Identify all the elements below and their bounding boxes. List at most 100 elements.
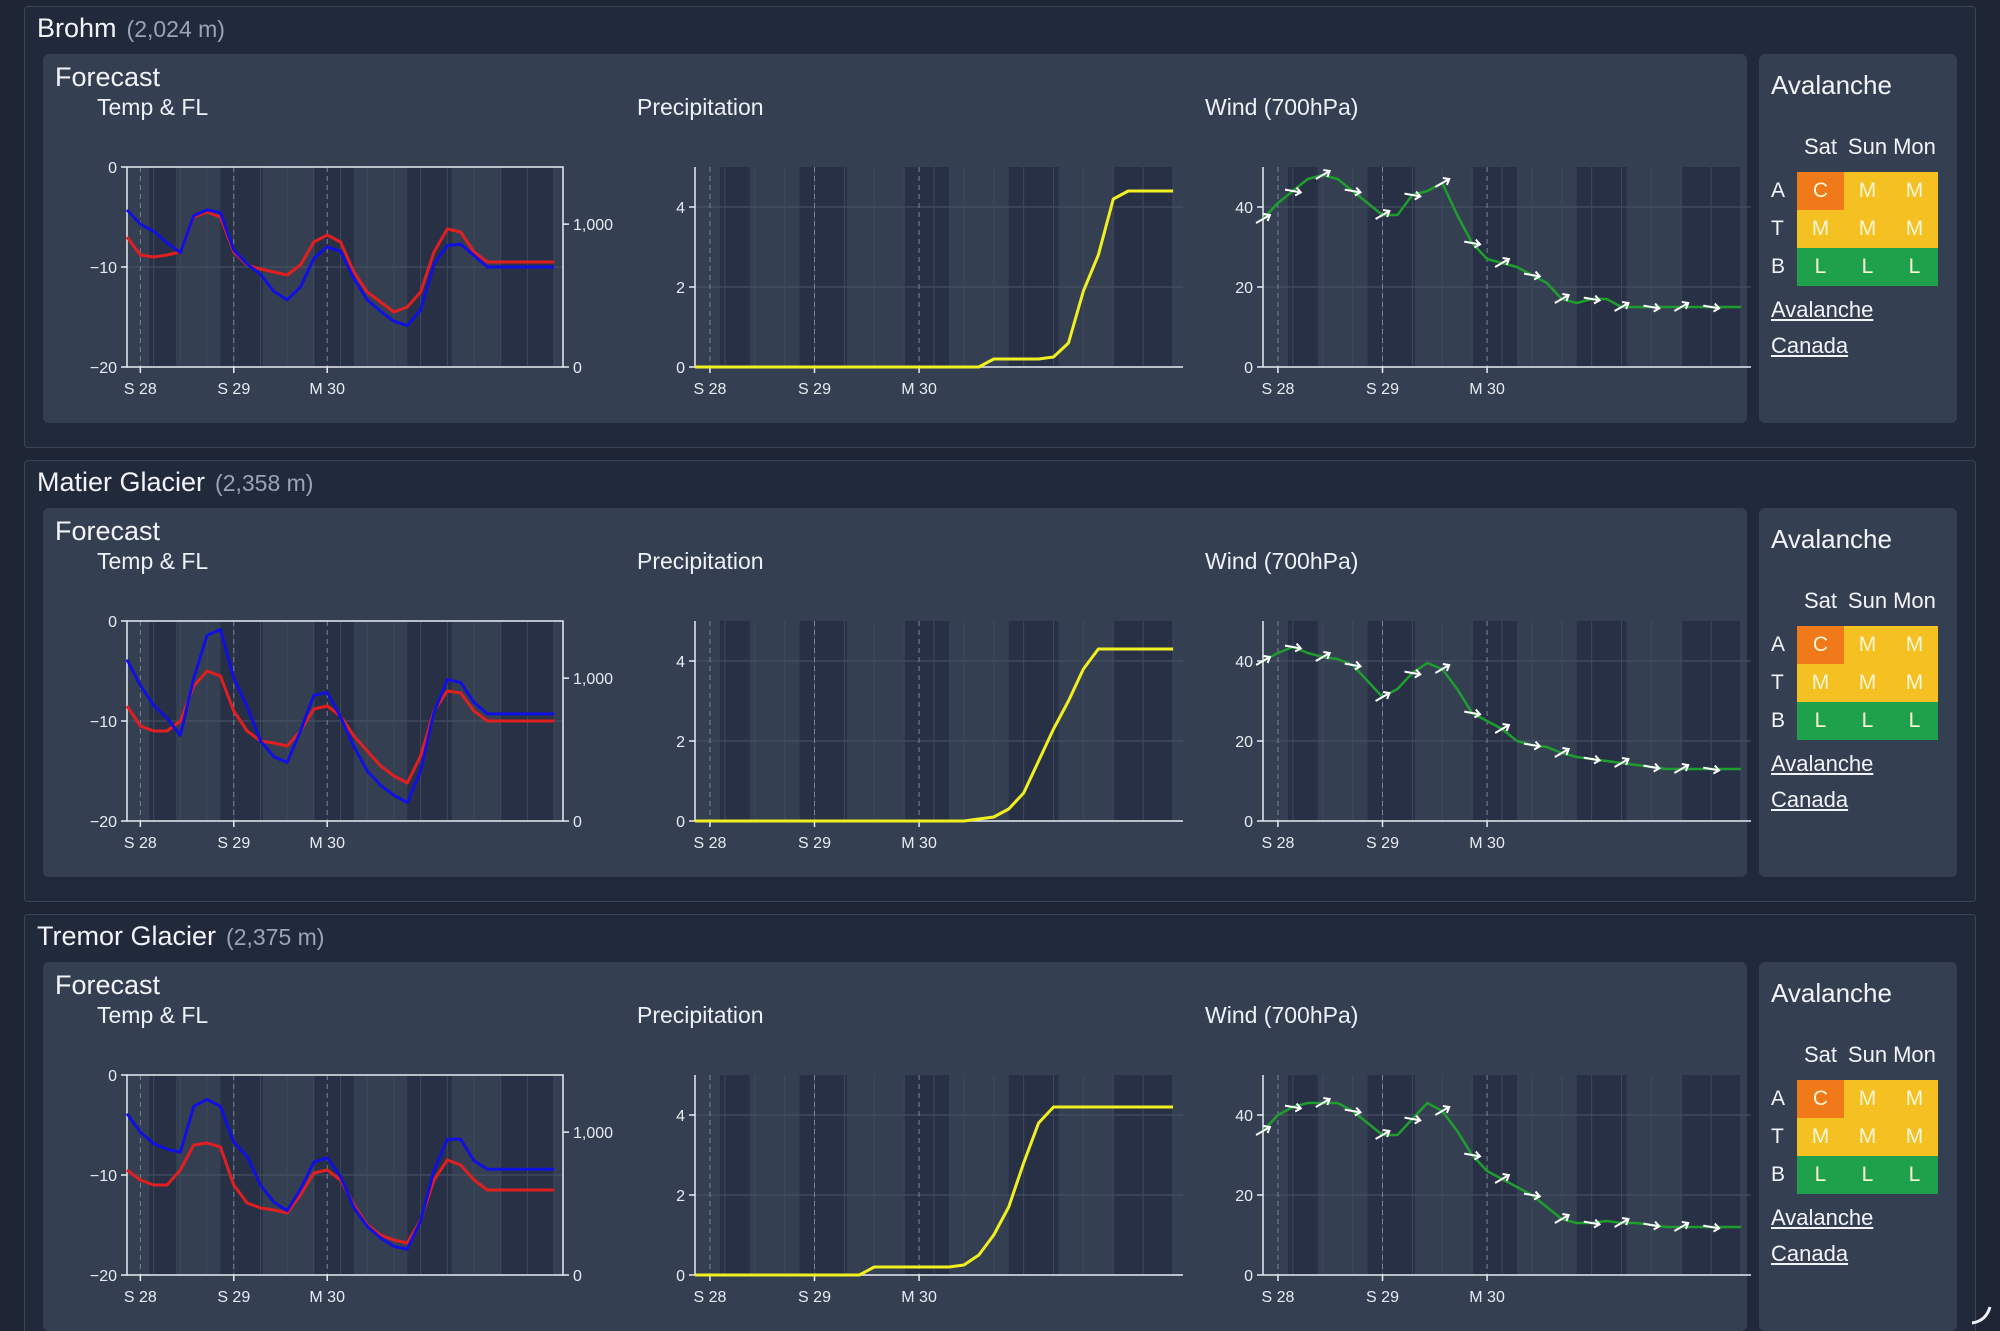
avalanche-row-label: B: [1771, 1163, 1786, 1186]
avalanche-canada-link[interactable]: Avalanche Canada: [1771, 1205, 1874, 1266]
night-band: [1472, 167, 1517, 367]
location-header: Matier Glacier (2,358 m): [37, 467, 313, 498]
night-band: [1576, 1075, 1627, 1275]
y2-tick-label: 0: [573, 814, 582, 831]
avalanche-rating-cell: C: [1797, 172, 1844, 210]
wind-arrow-icon: [1464, 1150, 1482, 1161]
y-tick-label: 0: [1244, 360, 1253, 377]
y-tick-label: −20: [90, 814, 117, 831]
wind-arrow-icon: [1315, 651, 1332, 662]
x-tick-label: S 29: [1366, 835, 1399, 848]
x-tick-label: M 30: [1469, 835, 1505, 848]
avalanche-day-label: Mon: [1893, 134, 1936, 159]
wind-arrow-icon: [1523, 270, 1542, 281]
x-tick-label: S 28: [1261, 835, 1294, 848]
series-line-freezing_level: [125, 628, 555, 804]
avalanche-rating-cell: L: [1844, 702, 1891, 740]
x-tick-label: S 28: [124, 381, 157, 394]
avalanche-day-label: Sun: [1847, 1042, 1888, 1067]
chart-svg: 4 2 0 S 28 S 29 M 30: [676, 167, 1183, 394]
location-elevation: (2,024 m): [126, 16, 225, 42]
avalanche-rating-cell: L: [1891, 248, 1938, 286]
avalanche-rating-cell: L: [1797, 1156, 1844, 1194]
avalanche-day-label: Sun: [1847, 588, 1888, 613]
night-band: [799, 621, 847, 821]
y2-tick-label: 1,000: [573, 217, 613, 234]
wind-arrow-icon: [1375, 209, 1391, 220]
night-band: [1576, 167, 1627, 367]
y-tick-label: −10: [90, 1168, 117, 1185]
wind-arrow-icon: [1673, 1221, 1690, 1232]
avalanche-rating-cell: M: [1844, 626, 1891, 664]
y-tick-label: 20: [1235, 734, 1253, 751]
wind-arrow-icon: [1464, 708, 1482, 719]
wind-arrow-icon: [1673, 763, 1690, 774]
chart-svg: 40 20 0 S 28 S 29 M 30: [1235, 167, 1751, 394]
avalanche-rating-cell: M: [1797, 1118, 1844, 1156]
avalanche-row-label: B: [1771, 709, 1786, 732]
y2-tick-label: 0: [573, 1268, 582, 1285]
wind-arrow-icon: [1404, 668, 1422, 679]
x-tick-label: S 29: [798, 381, 831, 394]
wind-arrow-icon: [1375, 691, 1391, 702]
avalanche-title: Avalanche: [1771, 70, 1892, 100]
avalanche-rating-cell: M: [1891, 626, 1938, 664]
x-tick-label: S 28: [693, 381, 726, 394]
chart-temp-fl: 0 −10 −20 1,000 0 S 28 S 29 M 30 Temp & FL: [61, 94, 621, 394]
forecast-panel: Forecast 0 −10 −20 1,000 0 S 28 S 29 M 30 Temp & …: [43, 962, 1751, 1331]
series-line-precip: [695, 1105, 1174, 1277]
chart-title: Precipitation: [637, 548, 764, 574]
avalanche-day-label: Sat: [1803, 588, 1838, 613]
wind-arrow-icon: [1703, 302, 1721, 313]
avalanche-day-label: Sun: [1847, 134, 1888, 159]
y-tick-label: 40: [1235, 200, 1253, 217]
wind-arrow-icon: [1404, 190, 1422, 201]
avalanche-row-label: A: [1771, 179, 1786, 202]
series-line-precip: [695, 647, 1174, 823]
y-tick-label: 0: [108, 1068, 117, 1085]
resize-handle-icon[interactable]: [1968, 1301, 1994, 1327]
y-tick-label: 0: [108, 614, 117, 631]
chart-precipitation: 4 2 0 S 28 S 29 M 30 Precipitation: [631, 548, 1191, 848]
avalanche-rating-cell: L: [1797, 702, 1844, 740]
chart-svg: 4 2 0 S 28 S 29 M 30: [676, 621, 1183, 848]
avalanche-canada-link[interactable]: Avalanche Canada: [1771, 297, 1874, 358]
night-band: [1008, 621, 1059, 821]
wind-arrow-icon: [1703, 764, 1721, 775]
x-tick-label: M 30: [901, 835, 937, 848]
x-tick-label: S 29: [217, 381, 250, 394]
avalanche-rating-cell: M: [1891, 172, 1938, 210]
location-elevation: (2,358 m): [215, 470, 314, 496]
wind-arrow-icon: [1434, 177, 1451, 188]
avalanche-canada-link[interactable]: Avalanche Canada: [1771, 751, 1874, 812]
avalanche-rating-cell: M: [1844, 172, 1891, 210]
y-tick-label: 40: [1235, 654, 1253, 671]
series-line-temp: [125, 210, 555, 314]
avalanche-title: Avalanche: [1771, 978, 1892, 1008]
wind-arrow-icon: [1434, 1105, 1451, 1116]
chart-svg: 0 −10 −20 1,000 0 S 28 S 29 M 30: [90, 614, 613, 848]
night-band: [904, 1075, 949, 1275]
x-tick-label: M 30: [1469, 1289, 1505, 1302]
y-tick-label: 20: [1235, 1188, 1253, 1205]
chart-title: Precipitation: [637, 1002, 764, 1028]
y-tick-label: −20: [90, 1268, 117, 1285]
y-tick-label: −10: [90, 714, 117, 731]
y-tick-label: 20: [1235, 280, 1253, 297]
night-band: [1576, 621, 1627, 821]
wind-arrow-icon: [1643, 302, 1661, 313]
chart-title: Wind (700hPa): [1205, 548, 1359, 574]
night-band: [1367, 167, 1415, 367]
wind-arrow-icon: [1344, 186, 1363, 197]
x-tick-label: S 29: [217, 1289, 250, 1302]
y-tick-label: −10: [90, 260, 117, 277]
avalanche-panel: Avalanche Sat Sun Mon A C M M T M M M B L L L Avalanche …: [1759, 508, 1957, 877]
location-name: Brohm: [37, 13, 117, 43]
wind-arrow-icon: [1315, 169, 1332, 180]
avalanche-rating-cell: M: [1844, 1118, 1891, 1156]
x-tick-label: S 29: [1366, 381, 1399, 394]
avalanche-day-label: Sat: [1803, 1042, 1838, 1067]
y-tick-label: 4: [676, 654, 685, 671]
